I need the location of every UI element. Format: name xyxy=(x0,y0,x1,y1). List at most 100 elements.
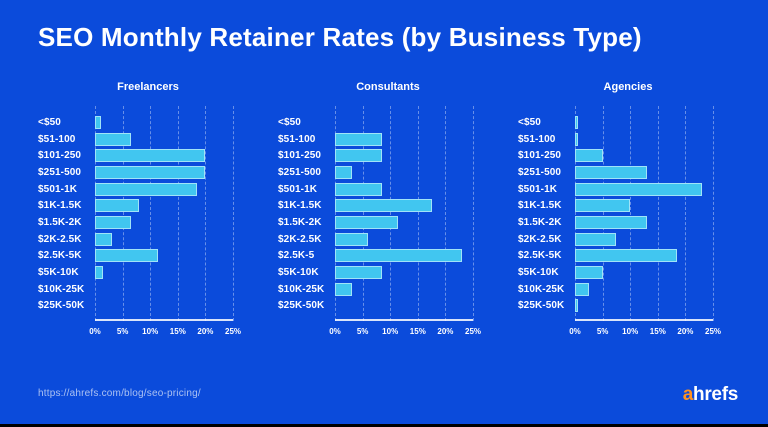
bar xyxy=(575,299,578,313)
bar xyxy=(575,149,603,163)
chart-row: <$50 xyxy=(278,114,498,131)
gridline xyxy=(122,106,124,321)
bar-track xyxy=(95,199,233,213)
bar-track xyxy=(95,182,233,196)
chart-row: $25K-50K xyxy=(518,298,738,315)
bar xyxy=(95,149,206,163)
ahrefs-logo: ahrefs xyxy=(682,384,739,406)
bar xyxy=(335,165,352,179)
bar xyxy=(575,215,647,229)
bar-track xyxy=(335,232,473,246)
x-axis-line xyxy=(575,319,713,321)
bar xyxy=(575,182,702,196)
gridline xyxy=(445,106,447,321)
gridline xyxy=(205,106,207,321)
bar-track xyxy=(95,299,233,312)
chart-row: $10K-25K xyxy=(278,281,498,298)
bar xyxy=(575,199,631,213)
chart-row: $10K-25K xyxy=(518,281,738,298)
bar-track xyxy=(575,266,713,280)
x-tick-label: 15% xyxy=(649,327,666,336)
bar-chart: Consultants <$50 $51-100 $101-250 $251-500 $… xyxy=(278,80,498,337)
x-tick-label: 0% xyxy=(89,327,101,336)
bar xyxy=(335,282,352,296)
chart-plot-area: <$50 $51-100 $101-250 $251-500 $501-1K $1K-1.… xyxy=(518,106,738,321)
chart-row: $1.5K-2K xyxy=(38,214,258,231)
category-label: $10K-25K xyxy=(518,283,565,295)
category-label: $1K-1.5K xyxy=(278,200,322,212)
bar-track xyxy=(335,282,473,296)
gridline xyxy=(602,106,604,321)
bar-track xyxy=(575,282,713,296)
gridline xyxy=(685,106,687,321)
bar xyxy=(335,249,462,263)
bar-track xyxy=(575,132,713,146)
bar xyxy=(335,232,369,246)
category-label: $251-500 xyxy=(38,166,82,178)
bar-track xyxy=(335,132,473,146)
bar-track xyxy=(575,182,713,196)
category-label: $101-250 xyxy=(518,150,562,162)
category-label: $25K-50K xyxy=(38,300,85,312)
chart-title: Agencies xyxy=(603,81,653,93)
category-label: $251-500 xyxy=(518,166,562,178)
chart-row: $251-500 xyxy=(518,164,738,181)
bar xyxy=(95,249,159,263)
category-label: <$50 xyxy=(278,116,301,128)
bar xyxy=(95,266,104,280)
bar-track xyxy=(95,215,233,229)
category-label: $51-100 xyxy=(38,133,76,145)
bar-track xyxy=(335,299,473,312)
logo-letter-a: a xyxy=(682,384,694,405)
bar xyxy=(575,115,578,129)
page-title: SEO Monthly Retainer Rates (by Business … xyxy=(38,22,642,52)
x-tick-label: 25% xyxy=(704,327,722,336)
x-axis-labels: 0% 5% 10% 15% 20% 25% xyxy=(569,327,721,337)
category-label: $1K-1.5K xyxy=(38,200,82,212)
chart-row: $1K-1.5K xyxy=(518,197,738,214)
chart-row: $2.5K-5K xyxy=(518,248,738,265)
category-label: $5K-10K xyxy=(518,267,559,279)
chart-row: $501-1K xyxy=(278,181,498,198)
category-label: <$50 xyxy=(518,116,541,128)
bar-chart: Freelancers <$50 $51-100 $101-250 $251-500 $… xyxy=(38,80,258,337)
x-tick-label: 15% xyxy=(169,327,186,336)
chart-title: Consultants xyxy=(356,81,420,93)
bar-track xyxy=(95,115,233,129)
category-label: $10K-25K xyxy=(278,283,325,295)
category-label: $2K-2.5K xyxy=(518,233,562,245)
bar-chart: Agencies <$50 $51-100 $101-250 $251-500 $501… xyxy=(518,80,738,337)
gridline xyxy=(233,106,234,321)
x-tick-label: 0% xyxy=(569,327,581,336)
chart-row: $501-1K xyxy=(38,181,258,198)
bar-track xyxy=(335,182,473,196)
chart-row: $1.5K-2K xyxy=(278,214,498,231)
bottom-edge xyxy=(0,424,768,427)
gridline xyxy=(630,106,632,321)
bar-track xyxy=(335,249,473,263)
plot-grid xyxy=(575,106,714,321)
bar xyxy=(575,282,589,296)
category-label: $5K-10K xyxy=(278,267,319,279)
logo-letters-hrefs: hrefs xyxy=(693,384,738,405)
bar xyxy=(95,199,140,213)
chart-row: $2.5K-5K xyxy=(38,248,258,265)
chart-rows: <$50 $51-100 $101-250 $251-500 $501-1K $1K-1.… xyxy=(38,106,258,314)
charts-row: Freelancers <$50 $51-100 $101-250 $251-500 $… xyxy=(38,80,738,337)
bar-track xyxy=(575,115,713,129)
gridline xyxy=(150,106,152,321)
category-label: $51-100 xyxy=(278,133,316,145)
bar xyxy=(95,132,131,146)
category-label: $501-1K xyxy=(278,183,318,195)
bar-track xyxy=(335,266,473,280)
x-tick-label: 5% xyxy=(116,327,129,336)
bar xyxy=(95,182,198,196)
bar xyxy=(95,215,131,229)
bar-track xyxy=(335,215,473,229)
chart-row: $25K-50K xyxy=(38,298,258,315)
bar xyxy=(335,182,382,196)
x-axis-line xyxy=(95,319,233,321)
x-tick-label: 5% xyxy=(356,327,369,336)
bar-track xyxy=(575,165,713,179)
